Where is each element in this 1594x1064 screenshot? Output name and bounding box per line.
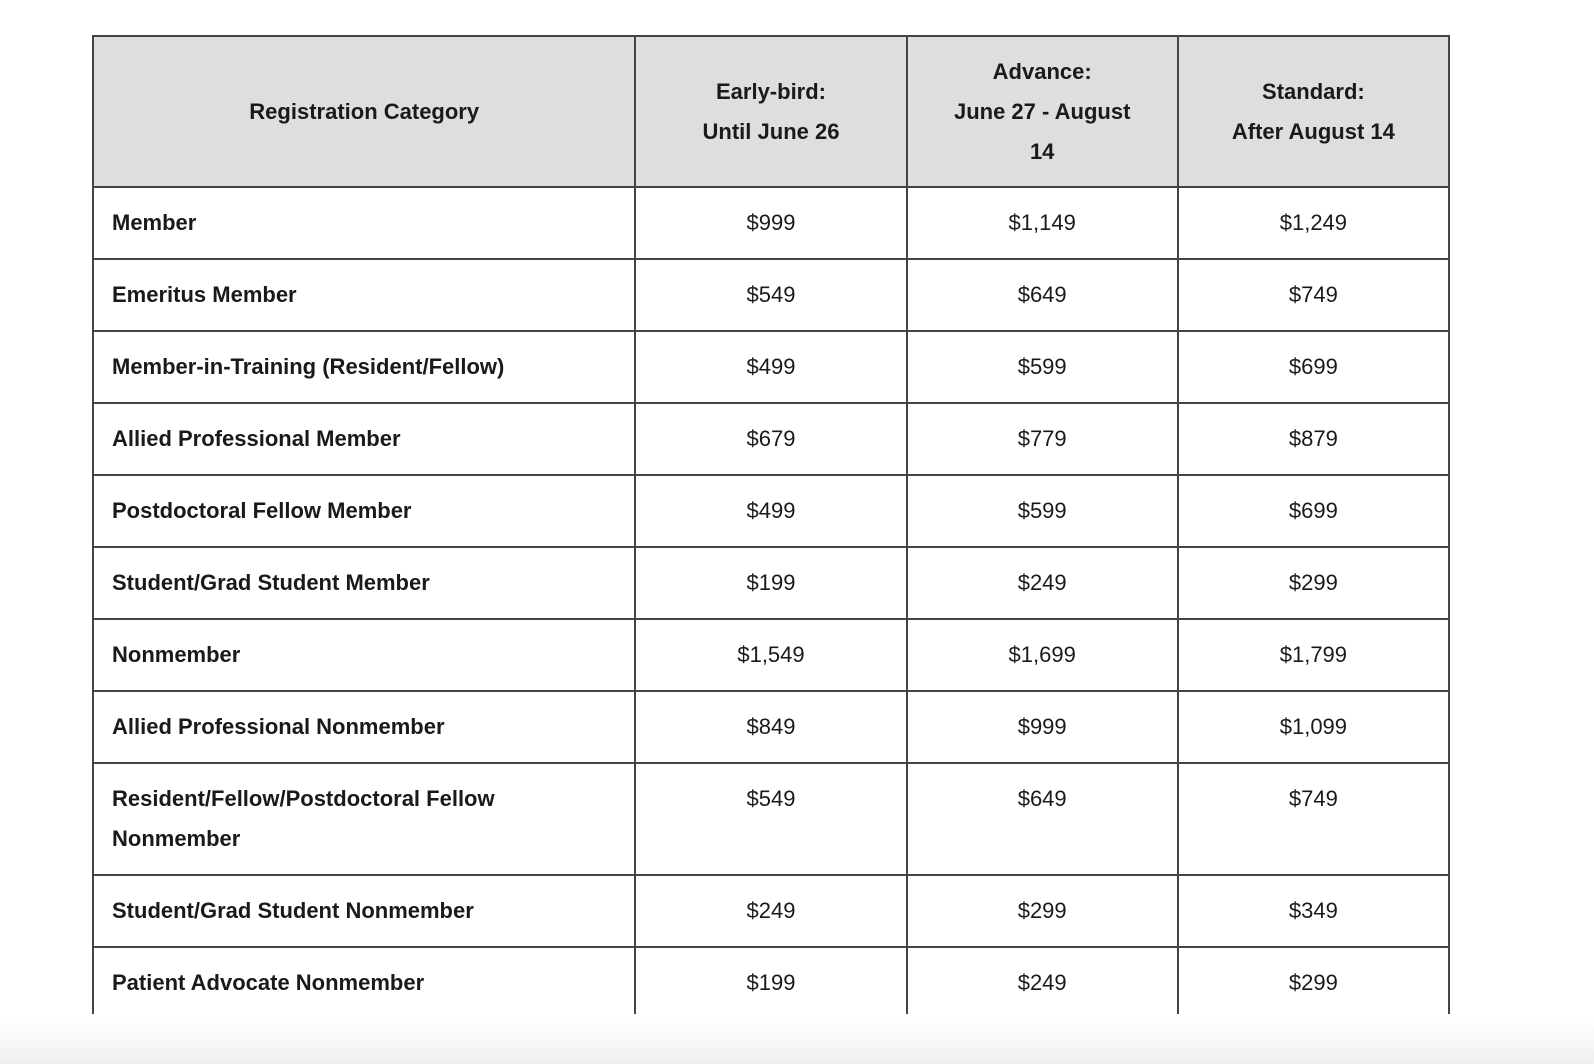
price-cell-early-bird: $499	[634, 330, 908, 404]
category-cell: Patient Advocate Nonmember	[91, 946, 637, 1020]
price-cell-standard: $879	[1176, 402, 1451, 476]
price-cell-advance: $999	[905, 690, 1179, 764]
table-row: Patient Advocate Nonmember $199 $249 $29…	[91, 946, 1451, 1020]
category-cell: Student/Grad Student Member	[91, 546, 637, 620]
table-row: Resident/Fellow/Postdoctoral Fellow Nonm…	[91, 762, 1451, 876]
table-row: Member-in-Training (Resident/Fellow) $49…	[91, 330, 1451, 404]
price-cell-early-bird: $849	[634, 690, 908, 764]
price-cell-standard: $299	[1176, 946, 1451, 1020]
table-row: Member $999 $1,149 $1,249	[91, 186, 1451, 260]
price-cell-standard: $349	[1176, 874, 1451, 948]
header-row: Registration Category Early-bird: Until …	[91, 35, 1451, 188]
price-cell-advance: $779	[905, 402, 1179, 476]
price-cell-standard: $1,249	[1176, 186, 1451, 260]
category-cell: Nonmember	[91, 618, 637, 692]
price-cell-standard: $299	[1176, 546, 1451, 620]
price-cell-early-bird: $679	[634, 402, 908, 476]
price-cell-early-bird: $999	[634, 186, 908, 260]
page-bottom-gradient	[0, 1014, 1594, 1064]
column-header-advance: Advance: June 27 - August 14	[905, 35, 1179, 188]
category-cell: Emeritus Member	[91, 258, 637, 332]
price-cell-standard: $1,799	[1176, 618, 1451, 692]
price-cell-standard: $749	[1176, 762, 1451, 876]
category-cell: Allied Professional Member	[91, 402, 637, 476]
price-cell-early-bird: $1,549	[634, 618, 908, 692]
price-cell-advance: $599	[905, 330, 1179, 404]
price-cell-advance: $299	[905, 874, 1179, 948]
category-cell: Member-in-Training (Resident/Fellow)	[91, 330, 637, 404]
pricing-table-container: Registration Category Early-bird: Until …	[91, 35, 1451, 1020]
price-cell-advance: $249	[905, 546, 1179, 620]
price-cell-standard: $1,099	[1176, 690, 1451, 764]
column-header-registration-category: Registration Category	[91, 35, 637, 188]
column-header-standard: Standard: After August 14	[1176, 35, 1451, 188]
price-cell-advance: $649	[905, 762, 1179, 876]
table-row: Allied Professional Nonmember $849 $999 …	[91, 690, 1451, 764]
price-cell-early-bird: $549	[634, 258, 908, 332]
table-row: Student/Grad Student Member $199 $249 $2…	[91, 546, 1451, 620]
price-cell-advance: $1,149	[905, 186, 1179, 260]
price-cell-advance: $649	[905, 258, 1179, 332]
registration-pricing-table: Registration Category Early-bird: Until …	[91, 35, 1451, 1020]
category-cell: Allied Professional Nonmember	[91, 690, 637, 764]
table-row: Nonmember $1,549 $1,699 $1,799	[91, 618, 1451, 692]
price-cell-advance: $249	[905, 946, 1179, 1020]
price-cell-advance: $1,699	[905, 618, 1179, 692]
table-row: Student/Grad Student Nonmember $249 $299…	[91, 874, 1451, 948]
category-cell: Postdoctoral Fellow Member	[91, 474, 637, 548]
table-row: Emeritus Member $549 $649 $749	[91, 258, 1451, 332]
table-row: Postdoctoral Fellow Member $499 $599 $69…	[91, 474, 1451, 548]
table-row: Allied Professional Member $679 $779 $87…	[91, 402, 1451, 476]
price-cell-early-bird: $199	[634, 546, 908, 620]
price-cell-standard: $749	[1176, 258, 1451, 332]
price-cell-early-bird: $499	[634, 474, 908, 548]
category-cell: Member	[91, 186, 637, 260]
price-cell-standard: $699	[1176, 474, 1451, 548]
price-cell-early-bird: $199	[634, 946, 908, 1020]
category-cell: Student/Grad Student Nonmember	[91, 874, 637, 948]
price-cell-early-bird: $549	[634, 762, 908, 876]
price-cell-standard: $699	[1176, 330, 1451, 404]
price-cell-early-bird: $249	[634, 874, 908, 948]
category-cell: Resident/Fellow/Postdoctoral Fellow Nonm…	[91, 762, 637, 876]
price-cell-advance: $599	[905, 474, 1179, 548]
column-header-early-bird: Early-bird: Until June 26	[634, 35, 908, 188]
